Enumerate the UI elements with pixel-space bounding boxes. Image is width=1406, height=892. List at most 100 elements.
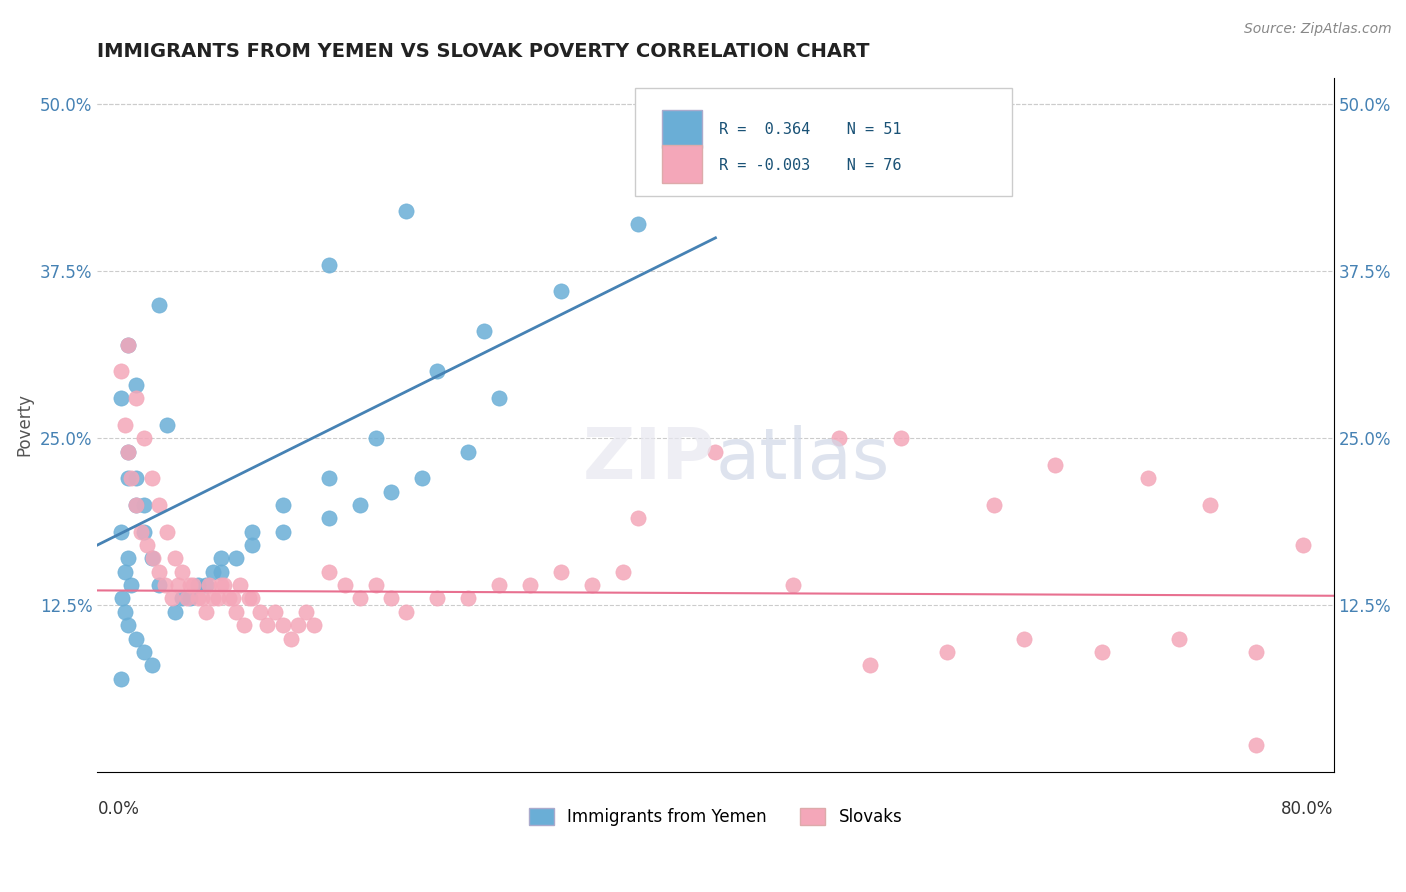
Point [426,591,449,606]
Point [249,605,271,619]
Point [426,364,449,378]
Point [179,578,201,592]
Point [488,391,510,405]
Point [117,618,139,632]
Point [364,578,387,592]
Point [194,578,217,592]
Point [550,285,572,299]
Point [125,391,148,405]
Text: R =  0.364    N = 51: R = 0.364 N = 51 [720,122,901,137]
Point [117,337,139,351]
Point [163,551,186,566]
Point [218,591,240,606]
Point [148,565,170,579]
Point [238,591,260,606]
Text: 80.0%: 80.0% [1281,800,1333,818]
Point [125,377,148,392]
Point [132,524,155,539]
Point [120,471,142,485]
Bar [662,111,702,148]
Point [187,578,209,592]
Point [225,551,247,566]
Point [141,551,163,566]
Point [176,591,198,606]
Point [148,298,170,312]
Point [264,605,287,619]
Point [411,471,433,485]
Point [364,431,387,445]
Point [280,632,302,646]
Point [207,591,229,606]
Point [114,417,136,432]
Point [318,258,340,272]
Point [166,578,188,592]
Point [117,444,139,458]
Point [380,591,402,606]
Text: ZIP: ZIP [583,425,716,494]
Point [125,632,148,646]
Point [1137,471,1160,485]
Point [240,524,263,539]
Point [271,618,294,632]
Point [117,337,139,351]
Point [110,672,132,686]
FancyBboxPatch shape [636,88,1012,195]
Point [271,498,294,512]
Point [890,431,912,445]
Point [117,551,139,566]
Point [191,591,214,606]
Point [1168,632,1191,646]
Legend: Immigrants from Yemen, Slovaks: Immigrants from Yemen, Slovaks [522,802,908,833]
Point [1091,645,1114,659]
Point [117,444,139,458]
Point [240,538,263,552]
Point [222,591,245,606]
Point [156,524,179,539]
Point [1291,538,1313,552]
Point [156,417,179,432]
Point [141,658,163,673]
Point [197,578,219,592]
Point [333,578,356,592]
Point [132,498,155,512]
Point [550,565,572,579]
Point [148,498,170,512]
Point [318,511,340,525]
Point [120,578,142,592]
Point [212,578,235,592]
Text: 0.0%: 0.0% [97,800,139,818]
Point [828,431,851,445]
Point [179,591,201,606]
Point [194,605,217,619]
Point [349,591,371,606]
Point [110,364,132,378]
Y-axis label: Poverty: Poverty [15,393,32,457]
Point [209,551,232,566]
Point [1244,645,1267,659]
Point [111,591,134,606]
Point [256,618,278,632]
Point [209,565,232,579]
Text: Source: ZipAtlas.com: Source: ZipAtlas.com [1244,22,1392,37]
Point [519,578,541,592]
Point [983,498,1005,512]
Point [240,591,263,606]
Point [1045,458,1067,472]
Point [349,498,371,512]
Point [172,565,194,579]
Point [936,645,959,659]
Point [295,605,318,619]
Point [181,578,204,592]
Point [287,618,309,632]
Point [395,204,418,219]
Point [457,591,479,606]
Point [142,551,165,566]
Point [1199,498,1222,512]
Point [125,471,148,485]
Point [1244,739,1267,753]
Point [172,591,194,606]
Point [114,565,136,579]
Point [135,538,157,552]
Point [132,645,155,659]
Point [110,391,132,405]
